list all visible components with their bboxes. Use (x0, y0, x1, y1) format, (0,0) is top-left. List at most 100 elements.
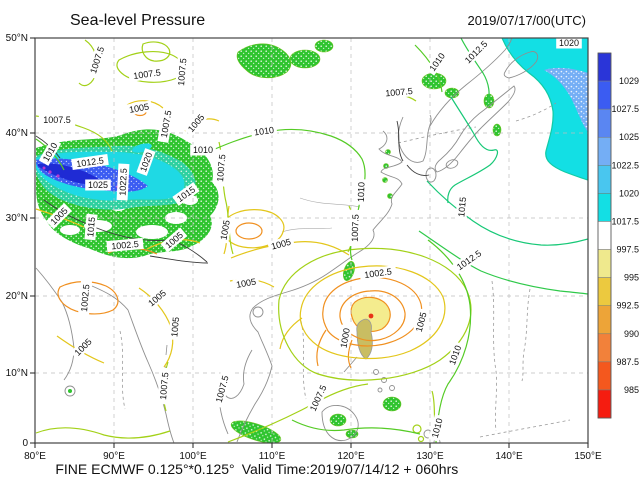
contour-label: 1005 (125, 100, 152, 115)
colorbar-segment (598, 278, 611, 306)
svg-text:1005: 1005 (235, 277, 256, 290)
weather-chart-page: 1007.51007.51007.510051007.510051007.510… (0, 0, 640, 480)
colorbar-label: 1017.5 (611, 216, 639, 226)
contour-label: 1007.5 (157, 367, 171, 404)
colorbar-label: 995 (624, 273, 639, 283)
svg-text:1010: 1010 (253, 125, 274, 138)
contour-label: 1015 (84, 214, 97, 240)
contour-label: 1005 (412, 308, 429, 336)
shikoku-coast (445, 158, 459, 170)
colorbar-segment (598, 193, 611, 221)
svg-text:1020: 1020 (559, 38, 579, 48)
x-tick-label: 150°E (574, 451, 602, 462)
contour-label: 1010 (428, 414, 445, 442)
contour-label: 1010 (445, 341, 464, 369)
svg-text:1010: 1010 (356, 182, 367, 202)
svg-text:1025: 1025 (88, 180, 108, 190)
svg-text:1010: 1010 (193, 145, 213, 155)
svg-text:1015: 1015 (85, 217, 97, 238)
contour-label: 1002.5 (359, 265, 397, 281)
svg-text:1022.5: 1022.5 (117, 168, 128, 196)
colorbar-segment (598, 390, 611, 418)
svg-text:1007.5: 1007.5 (133, 67, 162, 81)
luzon-fill (357, 319, 373, 359)
svg-text:1005: 1005 (169, 317, 181, 338)
svg-text:1002.5: 1002.5 (364, 266, 393, 280)
colorbar-segment (598, 334, 611, 362)
contour-label: 1015 (455, 194, 468, 220)
colorbar-label: 1022.5 (611, 160, 639, 170)
svg-text:1005: 1005 (128, 102, 149, 115)
y-tick-label: 30°N (6, 213, 28, 224)
contour-label: 1020 (556, 38, 582, 49)
contour-label: 1005 (168, 314, 181, 340)
svg-text:1007.5: 1007.5 (214, 374, 231, 403)
colorbar: 1029 1027.5 1025 1022.5 1020 1017.5 997.5 995 99… (598, 53, 639, 418)
contour-label: 1010 (251, 124, 278, 138)
colorbar-label: 990 (624, 329, 639, 339)
y-tick-label: 10°N (6, 368, 28, 379)
honshu-coast (435, 86, 515, 172)
contour-label: 1007.5 (86, 41, 108, 79)
contour-label: 1007.5 (380, 85, 417, 99)
colorbar-label: 997.5 (616, 245, 639, 255)
contour-label: 1002.5 (78, 279, 92, 316)
contour-label: 1007.5 (212, 370, 232, 408)
x-tick-label: 80°E (24, 451, 46, 462)
colorbar-segment (598, 250, 611, 278)
contour-label: 1010 (425, 48, 449, 75)
x-tick-label: 140°E (495, 451, 523, 462)
contour-label: 1005 (184, 110, 209, 137)
colorbar-label: 987.5 (616, 357, 639, 367)
palawan-coast (344, 357, 357, 372)
colorbar-segment (598, 165, 611, 193)
contour-label: 1010 (190, 145, 216, 156)
contour-label: 1005 (144, 286, 171, 311)
contour-label: 1012.5 (459, 35, 493, 69)
chart-title: Sea-level Pressure (70, 12, 205, 29)
svg-text:1007.5: 1007.5 (350, 214, 361, 242)
colorbar-segment (598, 221, 611, 249)
colorbar-segment (598, 53, 611, 81)
contour-label: 1012.5 (451, 245, 487, 275)
contour-label: 1005 (232, 275, 259, 290)
contour-label: 1007.5 (349, 210, 361, 247)
colorbar-segment (598, 137, 611, 165)
colorbar-label: 1029 (619, 76, 639, 86)
y-tick-label: 0 (22, 438, 28, 449)
colorbar-label: 1025 (619, 132, 639, 142)
hainan-coast (253, 307, 263, 317)
colorbar-segment (598, 81, 611, 109)
colorbar-segment (598, 362, 611, 390)
tibet-ne-green-patch2 (163, 142, 177, 150)
contour-label: 1007.5 (214, 149, 228, 186)
svg-text:1012.5: 1012.5 (455, 248, 483, 272)
typhoon-center-dot (369, 314, 374, 319)
contour-label: 1010 (355, 179, 367, 205)
svg-text:1007.5: 1007.5 (43, 115, 71, 125)
y-tick-label: 50°N (6, 33, 28, 44)
colorbar-label: 985 (624, 385, 639, 395)
colorbar-label: 1020 (619, 188, 639, 198)
pearl-river (282, 228, 332, 232)
valid-time-caption: Valid Time:2019/07/14/12 + 060hrs (242, 461, 459, 477)
sea-level-pressure-map: 1007.51007.51007.510051007.510051007.510… (0, 0, 640, 480)
contour-label: 1007.5 (175, 53, 189, 90)
svg-text:1007.5: 1007.5 (88, 45, 106, 74)
y-tick-label: 20°N (6, 291, 28, 302)
contour-label: 1000 (337, 324, 352, 351)
contour-label: 1007.5 (305, 379, 330, 417)
korea-coast (398, 115, 431, 162)
colorbar-label: 1027.5 (611, 104, 639, 114)
colorbar-segment (598, 109, 611, 137)
svg-text:1015: 1015 (456, 197, 468, 218)
sri-lanka-dot (68, 389, 72, 393)
y-tick-label: 40°N (6, 128, 28, 139)
contour-label: 1005 (267, 235, 295, 252)
contour-label: 1022.5 (117, 164, 130, 201)
colorbar-label: 992.5 (616, 301, 639, 311)
colorbar-segment (598, 306, 611, 334)
contour-label: 1007.5 (39, 115, 75, 126)
contour-label: 1007.5 (128, 66, 166, 82)
india-east-coast (36, 268, 74, 380)
